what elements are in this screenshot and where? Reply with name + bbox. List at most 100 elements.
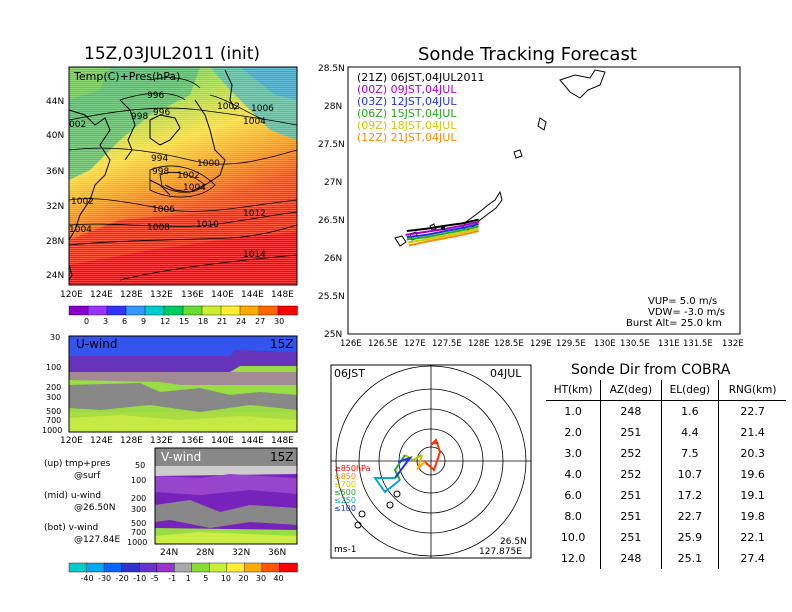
left-map-title: 15Z,03JUL2011 (init) [84, 44, 261, 64]
track-lon-label: 127.5E [432, 339, 462, 349]
colorbar-swatch [156, 562, 175, 573]
colorbar-swatch [138, 562, 158, 573]
table-header: AZ(deg) [600, 380, 662, 401]
table-cell: 7.5 [660, 443, 719, 464]
table-cell: 22.7 [718, 400, 786, 422]
wind-barbs [354, 490, 401, 529]
isobar-label: 1006 [251, 104, 274, 114]
track-lon-label: 128.5E [494, 339, 524, 349]
table-cell: 8.0 [564, 510, 582, 523]
table-row: 4.0 252 10.7 19.6 [546, 464, 786, 485]
pressure-legend-item: ≤700 [334, 480, 356, 489]
table-row: 8.0 251 22.7 19.8 [546, 506, 786, 527]
u-x-tick: 128E [120, 436, 143, 446]
wind-colorbar: -40 -30 -20 -10 -5 -1 1 5 10 20 30 40 [68, 562, 298, 583]
track-legend-item: (06Z) 15JST,04JUL [357, 107, 457, 120]
track-legend-item: (09Z) 18JST,04JUL [357, 119, 457, 132]
track-legend-item: (03Z) 12JST,04JUL [357, 95, 457, 108]
lon-tick-label: 120E [60, 290, 83, 300]
table-cell: 20.3 [718, 443, 786, 464]
island-outline [513, 149, 523, 159]
lon-tick-label: 144E [241, 290, 264, 300]
temp-map: 996 996 998 1002 1006 1004 002 994 998 1… [68, 66, 298, 286]
u-y-tick: 700 [46, 416, 61, 425]
track-lon-label: 128E [468, 339, 490, 349]
temp-map-subtitle: Temp(C)+Pres(hPa) [74, 70, 181, 83]
note-bot-line1: (bot) v-wind [44, 523, 99, 533]
colorbar-swatch [220, 305, 241, 316]
track-lon-label: 127E [404, 339, 426, 349]
isobar-label: 1004 [69, 225, 92, 235]
polar-unit-label: ms-1 [334, 545, 356, 555]
track-lon-label: 126E [340, 339, 362, 349]
u-wind-label: U-wind [76, 337, 117, 351]
table-row: 3.0 252 7.5 20.3 [546, 443, 786, 464]
direction-table-title: Sonde Dir from COBRA [571, 362, 731, 378]
u-wind-x-ticks: 120E 124E 128E 132E 136E 140E 144E 148E [60, 436, 294, 446]
table-cell: 27.4 [718, 548, 786, 569]
colorbar-swatch [163, 305, 184, 316]
table-cell: 12.0 [560, 552, 586, 565]
track-lat-label: 27.5N [318, 140, 345, 150]
track-lat-label: 25N [324, 330, 342, 340]
u-y-tick: 500 [46, 407, 61, 416]
v-wind-panel [154, 447, 298, 545]
colorbar-swatch [239, 305, 260, 316]
u-wind-time: 15Z [270, 337, 294, 351]
colorbar-tick: -1 [168, 574, 176, 583]
polar-time-label: 06JST [334, 367, 365, 380]
table-cell: 4.4 [660, 422, 719, 443]
polar-pressure-legend: ≥850hPa ≤850 ≤700 ≤500 ≤250 ≤100 [334, 464, 371, 513]
hodograph-segment [373, 477, 401, 494]
isobar-label: 1006 [152, 205, 175, 215]
colorbar-swatch [209, 562, 228, 573]
colorbar-tick: 5 [203, 574, 208, 583]
v-wind-time: 15Z [270, 450, 294, 464]
u-x-tick: 132E [150, 436, 173, 446]
table-cell: 25.1 [660, 548, 719, 569]
u-y-tick: 200 [46, 383, 61, 392]
sonde-track-line [406, 223, 479, 239]
track-lon-label: 130E [594, 339, 616, 349]
temp-colorbar: 0 3 6 9 12 15 18 21 24 27 30 [68, 305, 298, 326]
pressure-legend-item: ≤100 [334, 504, 356, 513]
tracking-legend: (21Z) 06JST,04JUL2011 (00Z) 09JST,04JUL (0… [357, 72, 484, 144]
colorbar-tick: 24 [236, 317, 246, 326]
table-cell: 19.8 [718, 506, 786, 527]
colorbar-swatch [201, 305, 222, 316]
sonde-track-line [406, 225, 479, 241]
colorbar-tick: 27 [255, 317, 265, 326]
v-x-tick: 32N [232, 548, 250, 558]
track-lon-label: 131E [658, 339, 680, 349]
colorbar-tick: 18 [198, 317, 208, 326]
polar-lon-label: 127.875E [479, 547, 522, 557]
v-y-tick: 100 [131, 476, 146, 485]
track-lon-label: 129.5E [556, 339, 586, 349]
track-lat-label: 27N [324, 178, 342, 188]
sonde-track-line [406, 218, 479, 233]
u-x-tick: 140E [211, 436, 234, 446]
lon-tick-label: 140E [211, 290, 234, 300]
hodograph-segment [394, 456, 413, 479]
isobar-label: 1004 [183, 183, 206, 193]
isobar-label: 1012 [243, 209, 266, 219]
pressure-legend-item: ≤250 [334, 496, 356, 505]
track-lon-label: 130.5E [620, 339, 650, 349]
sonde-tracks [405, 218, 479, 247]
pressure-legend-item: ≤500 [334, 488, 356, 497]
track-legend-item: (21Z) 06JST,04JUL2011 [357, 71, 485, 84]
table-cell: 4.0 [564, 468, 582, 481]
table-header: RNG(km) [718, 380, 786, 401]
table-cell: 19.6 [718, 464, 786, 485]
v-wind-label: V-wind [161, 450, 201, 464]
colorbar-tick: -30 [98, 574, 111, 583]
isobar-label: 996 [153, 108, 170, 118]
table-row: 2.0 251 4.4 21.4 [546, 422, 786, 443]
table-cell: 22.1 [718, 527, 786, 548]
colorbar-swatch [86, 562, 105, 573]
track-lat-label: 25.5N [318, 292, 345, 302]
isobar-label: 998 [131, 112, 148, 122]
u-x-tick: 144E [241, 436, 264, 446]
hodograph-arrowhead [433, 440, 439, 444]
